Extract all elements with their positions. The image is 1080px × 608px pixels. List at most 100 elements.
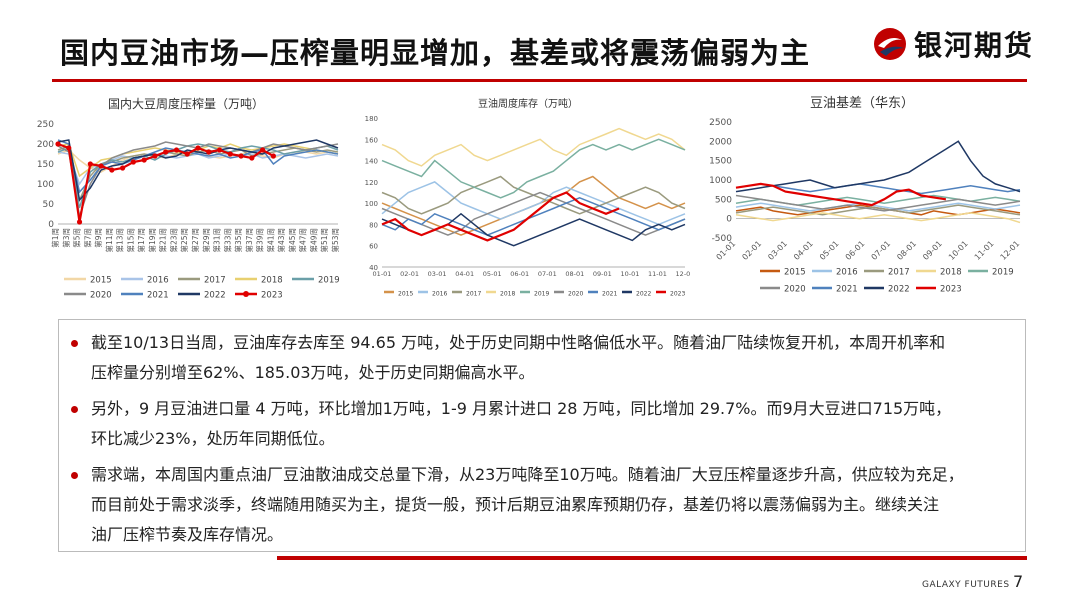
y-tick-label: 0 bbox=[48, 220, 54, 230]
y-tick-label: 1000 bbox=[709, 176, 732, 186]
footer-divider bbox=[277, 556, 1027, 560]
series-line-2016 bbox=[735, 202, 1021, 212]
legend-label: 2020 bbox=[90, 291, 112, 301]
x-tick-label: 第53周 bbox=[330, 228, 340, 253]
y-tick-label: 500 bbox=[715, 195, 732, 205]
x-tick-label: 07-01 bbox=[870, 239, 893, 262]
x-tick-label: 第7周 bbox=[82, 228, 92, 248]
x-tick-label: 03-01 bbox=[766, 239, 789, 262]
legend-label: 2018 bbox=[500, 291, 515, 298]
legend-label: 2015 bbox=[90, 276, 112, 286]
x-tick-label: 第37周 bbox=[244, 228, 254, 253]
galaxy-logo-icon bbox=[874, 28, 906, 60]
y-tick-label: 2000 bbox=[709, 137, 732, 147]
page-number: 7 bbox=[1013, 572, 1024, 591]
series-point-2023 bbox=[87, 161, 93, 167]
legend-label: 2015 bbox=[784, 268, 806, 278]
series-line-2022 bbox=[735, 140, 1021, 193]
series-line-2018 bbox=[735, 212, 1021, 224]
x-tick-label: 10-01 bbox=[620, 270, 639, 278]
x-tick-label: 10-01 bbox=[947, 239, 970, 262]
legend-label: 2022 bbox=[204, 291, 226, 301]
series-point-2023 bbox=[260, 147, 266, 153]
x-tick-label: 03-01 bbox=[428, 270, 447, 278]
x-tick-label: 05-01 bbox=[483, 270, 502, 278]
bullet-3-line-2: 而目前处于需求淡季，终端随用随买为主，提货一般，预计后期豆油累库预期仍存，基差仍… bbox=[91, 495, 940, 514]
y-tick-label: 200 bbox=[37, 140, 54, 150]
series-point-2023 bbox=[76, 219, 83, 225]
x-tick-label: 04-01 bbox=[792, 239, 815, 262]
legend-label: 2023 bbox=[940, 285, 962, 295]
x-tick-label: 08-01 bbox=[565, 270, 584, 278]
series-line-2023 bbox=[735, 182, 947, 207]
series-point-2023 bbox=[120, 165, 126, 171]
y-tick-label: 160 bbox=[365, 136, 378, 144]
y-tick-label: 250 bbox=[37, 120, 54, 130]
x-tick-label: 11-01 bbox=[973, 239, 996, 262]
title-divider bbox=[52, 79, 1027, 82]
series-point-2023 bbox=[141, 157, 147, 163]
series-point-2023 bbox=[173, 147, 180, 153]
legend-label: 2022 bbox=[888, 285, 910, 295]
x-tick-label: 第25周 bbox=[179, 228, 189, 253]
y-tick-label: 0 bbox=[726, 215, 732, 225]
legend-marker bbox=[243, 291, 249, 297]
series-line-2022 bbox=[57, 139, 339, 202]
logo-text: 银河期货 bbox=[914, 29, 1035, 62]
legend-label: 2017 bbox=[888, 268, 910, 278]
legend-label: 2018 bbox=[940, 268, 962, 278]
chart-soyoil-inventory: 40 60 80 100 120 140 160 180 01-01 02-01 03-01 04-0… bbox=[365, 115, 690, 298]
x-tick-label: 第29周 bbox=[201, 228, 211, 253]
y-tick-label: 1500 bbox=[709, 157, 732, 167]
series-line-2019 bbox=[381, 138, 686, 199]
legend-label: 2018 bbox=[261, 276, 283, 286]
series-point-2023 bbox=[270, 153, 276, 159]
series-line-2022 bbox=[381, 212, 686, 247]
x-tick-label: 第27周 bbox=[190, 228, 200, 253]
y-tick-label: 50 bbox=[43, 200, 55, 210]
bullet-2-line-2: 环比减少23%，处历年同期低位。 bbox=[91, 429, 335, 448]
series-point-2023 bbox=[238, 153, 244, 159]
x-tick-label: 05-01 bbox=[818, 239, 841, 262]
series-point-2023 bbox=[206, 149, 212, 155]
series-point-2023 bbox=[227, 151, 233, 157]
legend-label: 2021 bbox=[147, 291, 169, 301]
x-tick-label: 第21周 bbox=[158, 228, 168, 253]
x-tick-label: 第5周 bbox=[72, 228, 82, 248]
series-line-2023 bbox=[381, 191, 620, 242]
x-tick-label: 08-01 bbox=[895, 239, 918, 262]
series-point-2023 bbox=[98, 163, 104, 169]
series-point-2023 bbox=[130, 159, 136, 165]
x-tick-label: 11-01 bbox=[648, 270, 667, 278]
bullet-3-line-3: 油厂压榨节奏及库存情况。 bbox=[91, 525, 284, 544]
series-point-2023 bbox=[216, 147, 223, 153]
x-tick-label: 第31周 bbox=[212, 228, 222, 253]
x-tick-label: 06-01 bbox=[844, 239, 867, 262]
bullet-1-line-2: 压榨量分别增至62%、185.03万吨，处于历史同期偏高水平。 bbox=[91, 363, 535, 382]
y-tick-label: 180 bbox=[365, 115, 378, 123]
series-line-2021 bbox=[735, 183, 1021, 195]
x-tick-label: 第35周 bbox=[233, 228, 243, 253]
legend-label: 2019 bbox=[534, 291, 549, 298]
series-point-2023 bbox=[195, 145, 201, 151]
bullet-dot bbox=[71, 406, 78, 413]
x-tick-label: 04-01 bbox=[455, 270, 474, 278]
legend-label: 2019 bbox=[992, 268, 1014, 278]
series-point-2023 bbox=[249, 155, 255, 161]
series-line-2020 bbox=[381, 191, 686, 236]
legend-label: 2020 bbox=[568, 291, 583, 298]
bullet-3-line-1: 需求端，本周国内重点油厂豆油散油成交总量下滑，从23万吨降至10万吨。随着油厂大… bbox=[91, 465, 964, 484]
series-point-2023 bbox=[109, 167, 115, 173]
x-tick-label: 第17周 bbox=[136, 228, 146, 253]
bullet-dot bbox=[71, 340, 78, 347]
y-tick-label: 100 bbox=[37, 180, 54, 190]
logo: 银河期货 bbox=[872, 24, 1034, 64]
legend-label: 2016 bbox=[836, 268, 858, 278]
legend-label: 2020 bbox=[784, 285, 806, 295]
legend-label: 2016 bbox=[147, 276, 169, 286]
bullet-2-line-1: 另外，9 月豆油进口量 4 万吨，环比增加1万吨，1-9 月累计进口 28 万吨… bbox=[91, 399, 952, 418]
chart1-title: 国内大豆周度压榨量（万吨） bbox=[108, 97, 265, 111]
x-tick-label: 第13周 bbox=[115, 228, 125, 253]
x-tick-label: 01-01 bbox=[373, 270, 392, 278]
y-tick-label: 100 bbox=[365, 200, 378, 208]
